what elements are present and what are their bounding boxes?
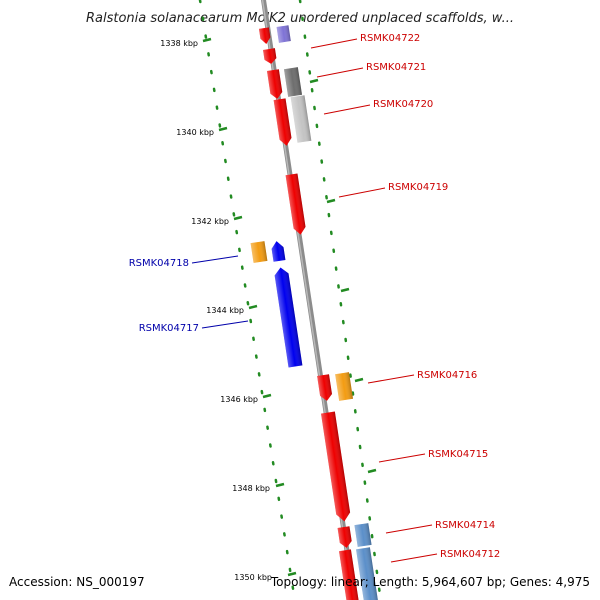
gene-label[interactable]: RSMK04720 bbox=[373, 99, 433, 110]
gene-label[interactable]: RSMK04714 bbox=[435, 520, 495, 531]
gene-label[interactable]: RSMK04721 bbox=[366, 62, 426, 73]
tick-label: 1350 kbp bbox=[234, 573, 272, 582]
gene-label[interactable]: RSMK04718 bbox=[129, 258, 189, 269]
gene-arrow-rsmk04712[interactable] bbox=[339, 549, 360, 600]
gene-label[interactable]: RSMK04715 bbox=[428, 449, 488, 460]
tick-label: 1342 kbp bbox=[191, 217, 229, 226]
map-title: Ralstonia solanacearum MolK2 unordered u… bbox=[86, 11, 514, 26]
gene-arrow-rsmk04716[interactable] bbox=[317, 374, 333, 402]
gene-label[interactable]: RSMK04717 bbox=[139, 323, 199, 334]
feature-steel-blue-2[interactable] bbox=[356, 547, 379, 600]
gene-arrow-small[interactable] bbox=[263, 48, 277, 65]
forward-features bbox=[258, 25, 379, 600]
feature-silver[interactable] bbox=[290, 95, 312, 143]
tick-label: 1344 kbp bbox=[206, 306, 244, 315]
gene-label[interactable]: RSMK04716 bbox=[417, 370, 477, 381]
gene-label[interactable]: RSMK04712 bbox=[440, 549, 500, 560]
gene-arrow-rsmk04718[interactable] bbox=[271, 240, 286, 262]
gene-arrow-rsmk04722[interactable] bbox=[258, 27, 271, 44]
gene-arrow-rsmk04717[interactable] bbox=[274, 267, 303, 368]
feature-orange-right[interactable] bbox=[335, 372, 354, 401]
feature-orange-left[interactable] bbox=[250, 241, 268, 263]
feature-dark-gray[interactable] bbox=[283, 67, 303, 97]
genome-summary-text: Topology: linear; Length: 5,964,607 bp; … bbox=[270, 575, 590, 589]
tick-label: 1340 kbp bbox=[176, 128, 214, 137]
gene-arrow-rsmk04714[interactable] bbox=[337, 526, 353, 549]
tick-label: 1338 kbp bbox=[160, 39, 198, 48]
gene-labels: RSMK04722 RSMK04721 RSMK04720 RSMK04719 … bbox=[129, 33, 501, 560]
gene-arrow-rsmk04719[interactable] bbox=[285, 173, 307, 235]
tick-label: 1348 kbp bbox=[232, 484, 270, 493]
ruler-tick-labels: 1338 kbp 1340 kbp 1342 kbp 1344 kbp 1346… bbox=[160, 39, 272, 582]
gene-label[interactable]: RSMK04719 bbox=[388, 182, 448, 193]
gene-arrow-rsmk04715[interactable] bbox=[321, 411, 351, 523]
gene-arrow-rsmk04721[interactable] bbox=[266, 69, 283, 99]
label-leaders bbox=[191, 38, 438, 563]
accession-text: Accession: NS_000197 bbox=[9, 575, 145, 589]
feature-steel-blue-1[interactable] bbox=[354, 523, 372, 547]
feature-violet[interactable] bbox=[276, 25, 291, 43]
tick-label: 1346 kbp bbox=[220, 395, 258, 404]
reverse-features bbox=[250, 240, 303, 368]
gene-label[interactable]: RSMK04722 bbox=[360, 33, 420, 44]
ruler-ticks bbox=[202, 37, 377, 577]
gene-arrow-rsmk04720[interactable] bbox=[273, 98, 293, 146]
